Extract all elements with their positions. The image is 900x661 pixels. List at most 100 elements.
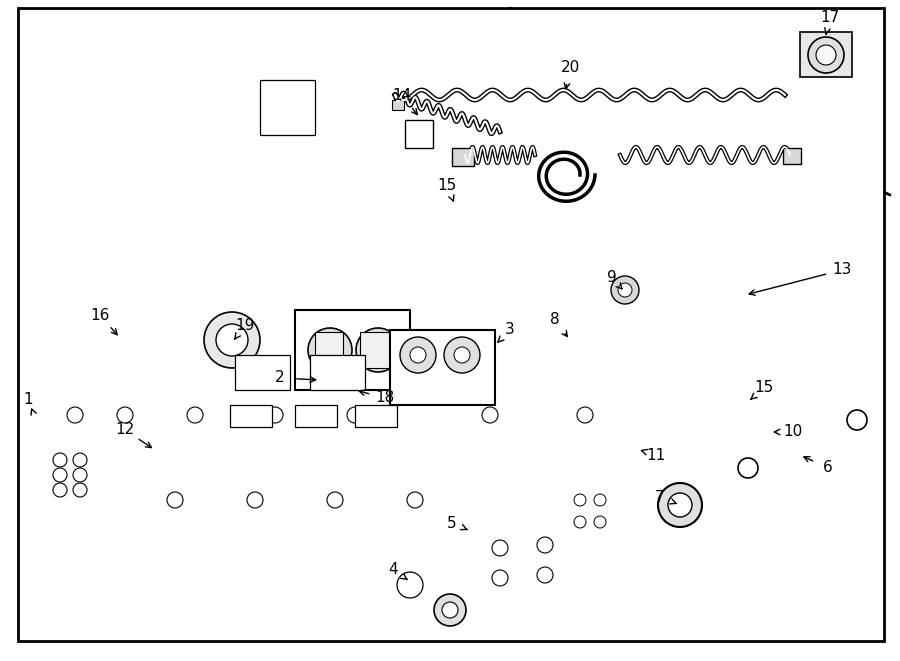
Circle shape [327,492,343,508]
Bar [235,355,290,390]
Circle shape [267,407,283,423]
Text: 18: 18 [375,391,394,405]
Text: 9: 9 [608,270,616,286]
Text: 6: 6 [824,461,832,475]
Circle shape [356,328,400,372]
Polygon shape [155,25,420,165]
Circle shape [658,483,702,527]
Circle shape [73,453,87,467]
Polygon shape [700,195,755,375]
Circle shape [444,337,480,373]
Circle shape [537,567,553,583]
Text: 5: 5 [447,516,457,531]
Polygon shape [385,90,450,205]
Circle shape [611,276,639,304]
Text: 11: 11 [646,447,666,463]
Circle shape [247,492,263,508]
Circle shape [738,458,758,478]
Circle shape [482,407,498,423]
Text: 14: 14 [392,87,411,102]
Bar [355,405,397,427]
Bar [452,148,474,166]
Polygon shape [215,340,600,395]
Text: 4: 4 [388,563,398,578]
Polygon shape [555,468,628,545]
Text: 15: 15 [754,381,774,395]
Bar [783,148,801,164]
Text: 8: 8 [550,313,560,327]
Circle shape [204,312,260,368]
Circle shape [668,493,692,517]
Polygon shape [530,330,670,430]
Polygon shape [612,438,648,462]
Text: 12: 12 [115,422,135,438]
Polygon shape [595,415,640,440]
Polygon shape [450,195,465,255]
Text: 20: 20 [561,61,580,75]
Polygon shape [28,440,220,500]
Circle shape [187,407,203,423]
Circle shape [407,492,423,508]
Circle shape [53,453,67,467]
Text: 17: 17 [821,11,840,26]
Bar [295,405,337,427]
Circle shape [594,516,606,528]
Bar [405,120,433,148]
Circle shape [318,338,342,362]
Bar [360,332,390,368]
Text: 1: 1 [23,393,32,407]
Polygon shape [28,478,565,525]
Bar [260,80,315,135]
Circle shape [53,468,67,482]
Circle shape [847,410,867,430]
Circle shape [397,572,423,598]
Polygon shape [465,525,590,615]
Text: 15: 15 [437,178,456,192]
Circle shape [347,407,363,423]
Bar [390,330,495,405]
Circle shape [537,537,553,553]
Circle shape [117,407,133,423]
Circle shape [492,540,508,556]
Polygon shape [30,388,760,400]
Bar [295,310,410,390]
Text: 7: 7 [655,490,665,504]
Text: 16: 16 [90,307,110,323]
Text: 3: 3 [505,323,515,338]
Bar [230,405,272,427]
Circle shape [73,468,87,482]
Text: 19: 19 [235,317,255,332]
Circle shape [216,324,248,356]
Text: 13: 13 [832,262,851,278]
Circle shape [400,337,436,373]
Circle shape [594,494,606,506]
Bar [315,332,343,368]
Polygon shape [60,335,175,390]
Bar [800,32,852,77]
Circle shape [442,602,458,618]
Circle shape [167,492,183,508]
Circle shape [492,570,508,586]
Circle shape [434,594,466,626]
Polygon shape [30,430,672,445]
Circle shape [574,516,586,528]
Circle shape [67,407,83,423]
Text: 10: 10 [783,424,803,440]
Circle shape [618,283,632,297]
Circle shape [808,37,844,73]
Text: 2: 2 [275,371,284,385]
Circle shape [308,328,352,372]
Bar [310,355,365,390]
Polygon shape [745,408,792,445]
Polygon shape [748,388,778,415]
Circle shape [410,347,426,363]
Circle shape [366,338,390,362]
Polygon shape [30,400,730,430]
Circle shape [53,483,67,497]
Circle shape [73,483,87,497]
Circle shape [577,407,593,423]
Circle shape [454,347,470,363]
Polygon shape [388,559,433,611]
Circle shape [816,45,836,65]
Circle shape [574,494,586,506]
